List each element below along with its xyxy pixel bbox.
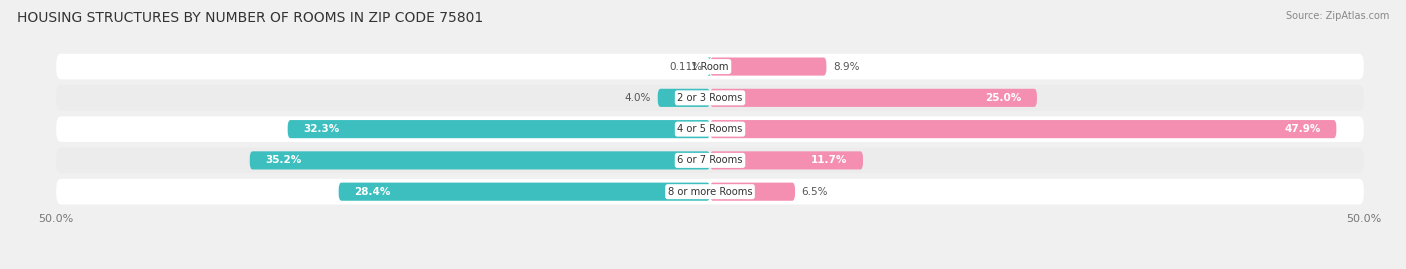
FancyBboxPatch shape	[56, 179, 1364, 204]
Text: HOUSING STRUCTURES BY NUMBER OF ROOMS IN ZIP CODE 75801: HOUSING STRUCTURES BY NUMBER OF ROOMS IN…	[17, 11, 484, 25]
FancyBboxPatch shape	[288, 120, 710, 138]
FancyBboxPatch shape	[710, 89, 1038, 107]
FancyBboxPatch shape	[250, 151, 710, 169]
FancyBboxPatch shape	[710, 120, 1336, 138]
Text: 25.0%: 25.0%	[986, 93, 1021, 103]
FancyBboxPatch shape	[56, 85, 1364, 111]
Text: 6.5%: 6.5%	[801, 187, 828, 197]
FancyBboxPatch shape	[56, 148, 1364, 173]
Text: 4.0%: 4.0%	[624, 93, 651, 103]
FancyBboxPatch shape	[56, 116, 1364, 142]
Text: 6 or 7 Rooms: 6 or 7 Rooms	[678, 155, 742, 165]
Text: 8 or more Rooms: 8 or more Rooms	[668, 187, 752, 197]
Text: 8.9%: 8.9%	[832, 62, 859, 72]
FancyBboxPatch shape	[56, 54, 1364, 79]
Text: 0.11%: 0.11%	[669, 62, 702, 72]
Text: 35.2%: 35.2%	[266, 155, 302, 165]
Text: Source: ZipAtlas.com: Source: ZipAtlas.com	[1285, 11, 1389, 21]
Text: 1 Room: 1 Room	[692, 62, 728, 72]
FancyBboxPatch shape	[710, 183, 794, 201]
Text: 47.9%: 47.9%	[1284, 124, 1320, 134]
FancyBboxPatch shape	[339, 183, 710, 201]
Text: 11.7%: 11.7%	[811, 155, 848, 165]
Text: 2 or 3 Rooms: 2 or 3 Rooms	[678, 93, 742, 103]
FancyBboxPatch shape	[710, 58, 827, 76]
Text: 28.4%: 28.4%	[354, 187, 391, 197]
Text: 32.3%: 32.3%	[304, 124, 340, 134]
Text: 4 or 5 Rooms: 4 or 5 Rooms	[678, 124, 742, 134]
FancyBboxPatch shape	[658, 89, 710, 107]
FancyBboxPatch shape	[707, 58, 711, 76]
FancyBboxPatch shape	[710, 151, 863, 169]
